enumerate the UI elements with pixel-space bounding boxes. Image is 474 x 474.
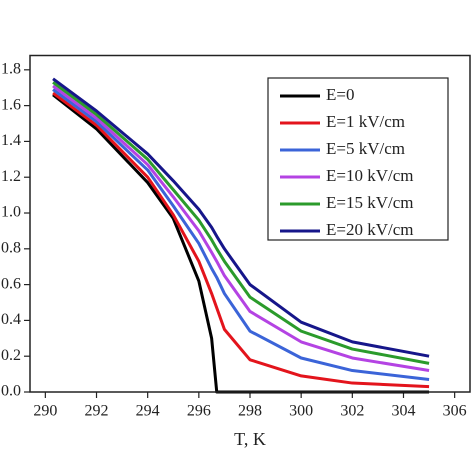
y-tick-label: 1.0 bbox=[1, 204, 21, 221]
x-tick-label: 306 bbox=[443, 403, 467, 420]
y-tick-label: 0.4 bbox=[1, 311, 21, 328]
plot-frame bbox=[29, 54, 471, 393]
y-tick-label: 0.8 bbox=[1, 239, 21, 256]
legend-label: E=20 kV/cm bbox=[326, 220, 414, 239]
legend-label: E=5 kV/cm bbox=[326, 139, 405, 158]
x-tick-label: 300 bbox=[289, 403, 313, 420]
y-tick-label: 1.4 bbox=[1, 132, 21, 149]
legend-label: E=0 bbox=[326, 85, 354, 104]
y-tick-label: 1.2 bbox=[1, 168, 21, 185]
y-tick-label: 1.6 bbox=[1, 96, 21, 113]
x-tick-label: 302 bbox=[340, 403, 364, 420]
legend-label: E=15 kV/cm bbox=[326, 193, 414, 212]
x-axis-label: T, K bbox=[234, 429, 266, 449]
y-tick-label: 1.8 bbox=[1, 60, 21, 77]
x-tick-label: 292 bbox=[85, 403, 109, 420]
x-tick-label: 290 bbox=[33, 403, 57, 420]
y-tick-label: 0.6 bbox=[1, 275, 21, 292]
series-line bbox=[52, 91, 430, 389]
x-tick-label: 296 bbox=[187, 403, 211, 420]
legend-label: E=10 kV/cm bbox=[326, 166, 414, 185]
x-tick-label: 294 bbox=[136, 403, 160, 420]
legend-label: E=1 kV/cm bbox=[326, 112, 405, 131]
legend-box bbox=[267, 77, 449, 241]
y-tick-label: 0.2 bbox=[1, 347, 21, 364]
series-line bbox=[52, 84, 430, 373]
x-tick-label: 298 bbox=[238, 403, 262, 420]
series-line bbox=[52, 88, 430, 381]
x-tick-label: 304 bbox=[391, 403, 415, 420]
y-tick-label: 0.0 bbox=[1, 383, 21, 400]
series-line bbox=[52, 77, 430, 358]
series-line bbox=[52, 81, 430, 365]
